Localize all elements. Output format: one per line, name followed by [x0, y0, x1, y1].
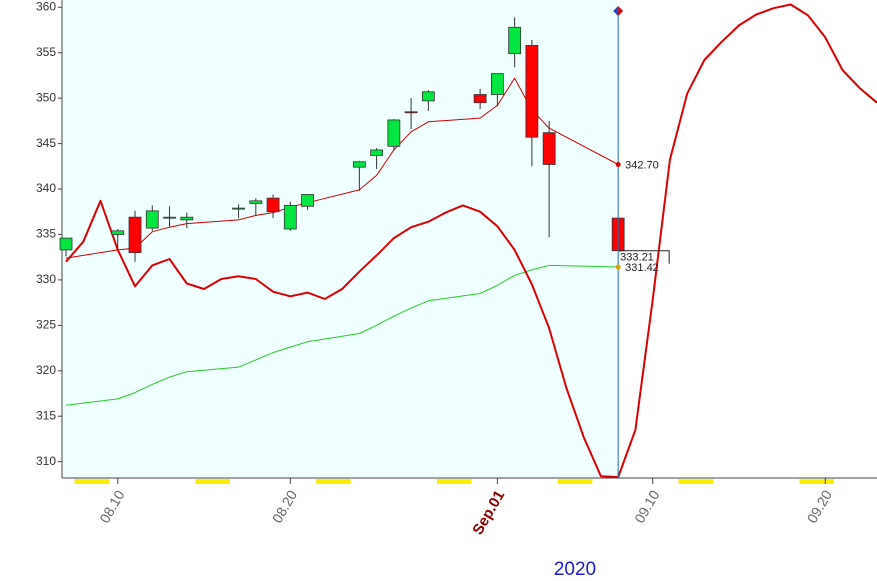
candle-body	[542, 132, 556, 165]
line-series	[65, 77, 619, 259]
x-tick-label: Sep.01	[469, 487, 508, 537]
plot-shade	[62, 0, 619, 478]
cursor-marker	[613, 6, 619, 16]
candle-body	[128, 216, 142, 254]
y-tick-label: 335	[36, 227, 56, 241]
candle-body	[59, 237, 73, 251]
weekend-marker	[436, 479, 472, 484]
x-tick-label: 09.10	[631, 487, 662, 526]
candle-body	[352, 161, 366, 168]
y-tick-label: 350	[36, 90, 56, 104]
candle-body	[387, 119, 401, 147]
end-dot	[615, 264, 621, 270]
candle-body	[266, 197, 280, 213]
cursor-marker	[618, 6, 624, 16]
y-tick-label: 340	[36, 181, 56, 195]
candle-body	[249, 200, 263, 204]
weekend-marker	[195, 479, 230, 484]
candle-body	[404, 111, 418, 114]
y-tick-label: 360	[36, 0, 56, 13]
y-tick-label: 310	[36, 454, 56, 468]
candle-body	[301, 194, 314, 207]
x-tick-label: 08.10	[96, 487, 127, 526]
candle-body	[508, 26, 522, 55]
x-tick-label: 09.20	[804, 487, 835, 526]
x-tick-label: 08.20	[269, 487, 300, 526]
y-tick-label: 325	[36, 318, 56, 332]
year-label: 2020	[554, 559, 596, 580]
plot-area	[618, 0, 877, 478]
weekend-marker	[74, 479, 110, 484]
candle-body	[111, 230, 125, 235]
y-tick-label: 320	[36, 363, 56, 377]
candle-body	[490, 73, 504, 95]
y-tick-label: 315	[36, 408, 56, 422]
candle-body	[370, 149, 383, 156]
weekend-marker	[557, 479, 593, 484]
line-series	[65, 3, 877, 479]
candle-body	[180, 216, 194, 221]
line-series	[65, 264, 619, 406]
weekend-marker	[678, 479, 714, 484]
candle-body	[163, 216, 176, 219]
end-dot	[615, 161, 621, 167]
y-tick-label: 330	[36, 272, 56, 286]
weekend-marker	[799, 479, 834, 484]
candle-body	[473, 94, 487, 104]
candle-body	[145, 210, 159, 229]
end-label: 331.42	[625, 262, 659, 274]
candle-body	[232, 207, 245, 210]
y-tick-label: 355	[36, 45, 56, 59]
price-box	[618, 250, 670, 264]
price-label: 333.21	[620, 252, 654, 264]
candle-body	[421, 91, 435, 102]
candle-body	[525, 45, 539, 138]
y-tick-label: 345	[36, 136, 56, 150]
weekend-marker	[316, 479, 351, 484]
end-label: 342.70	[625, 159, 659, 171]
candle-body	[283, 204, 297, 230]
